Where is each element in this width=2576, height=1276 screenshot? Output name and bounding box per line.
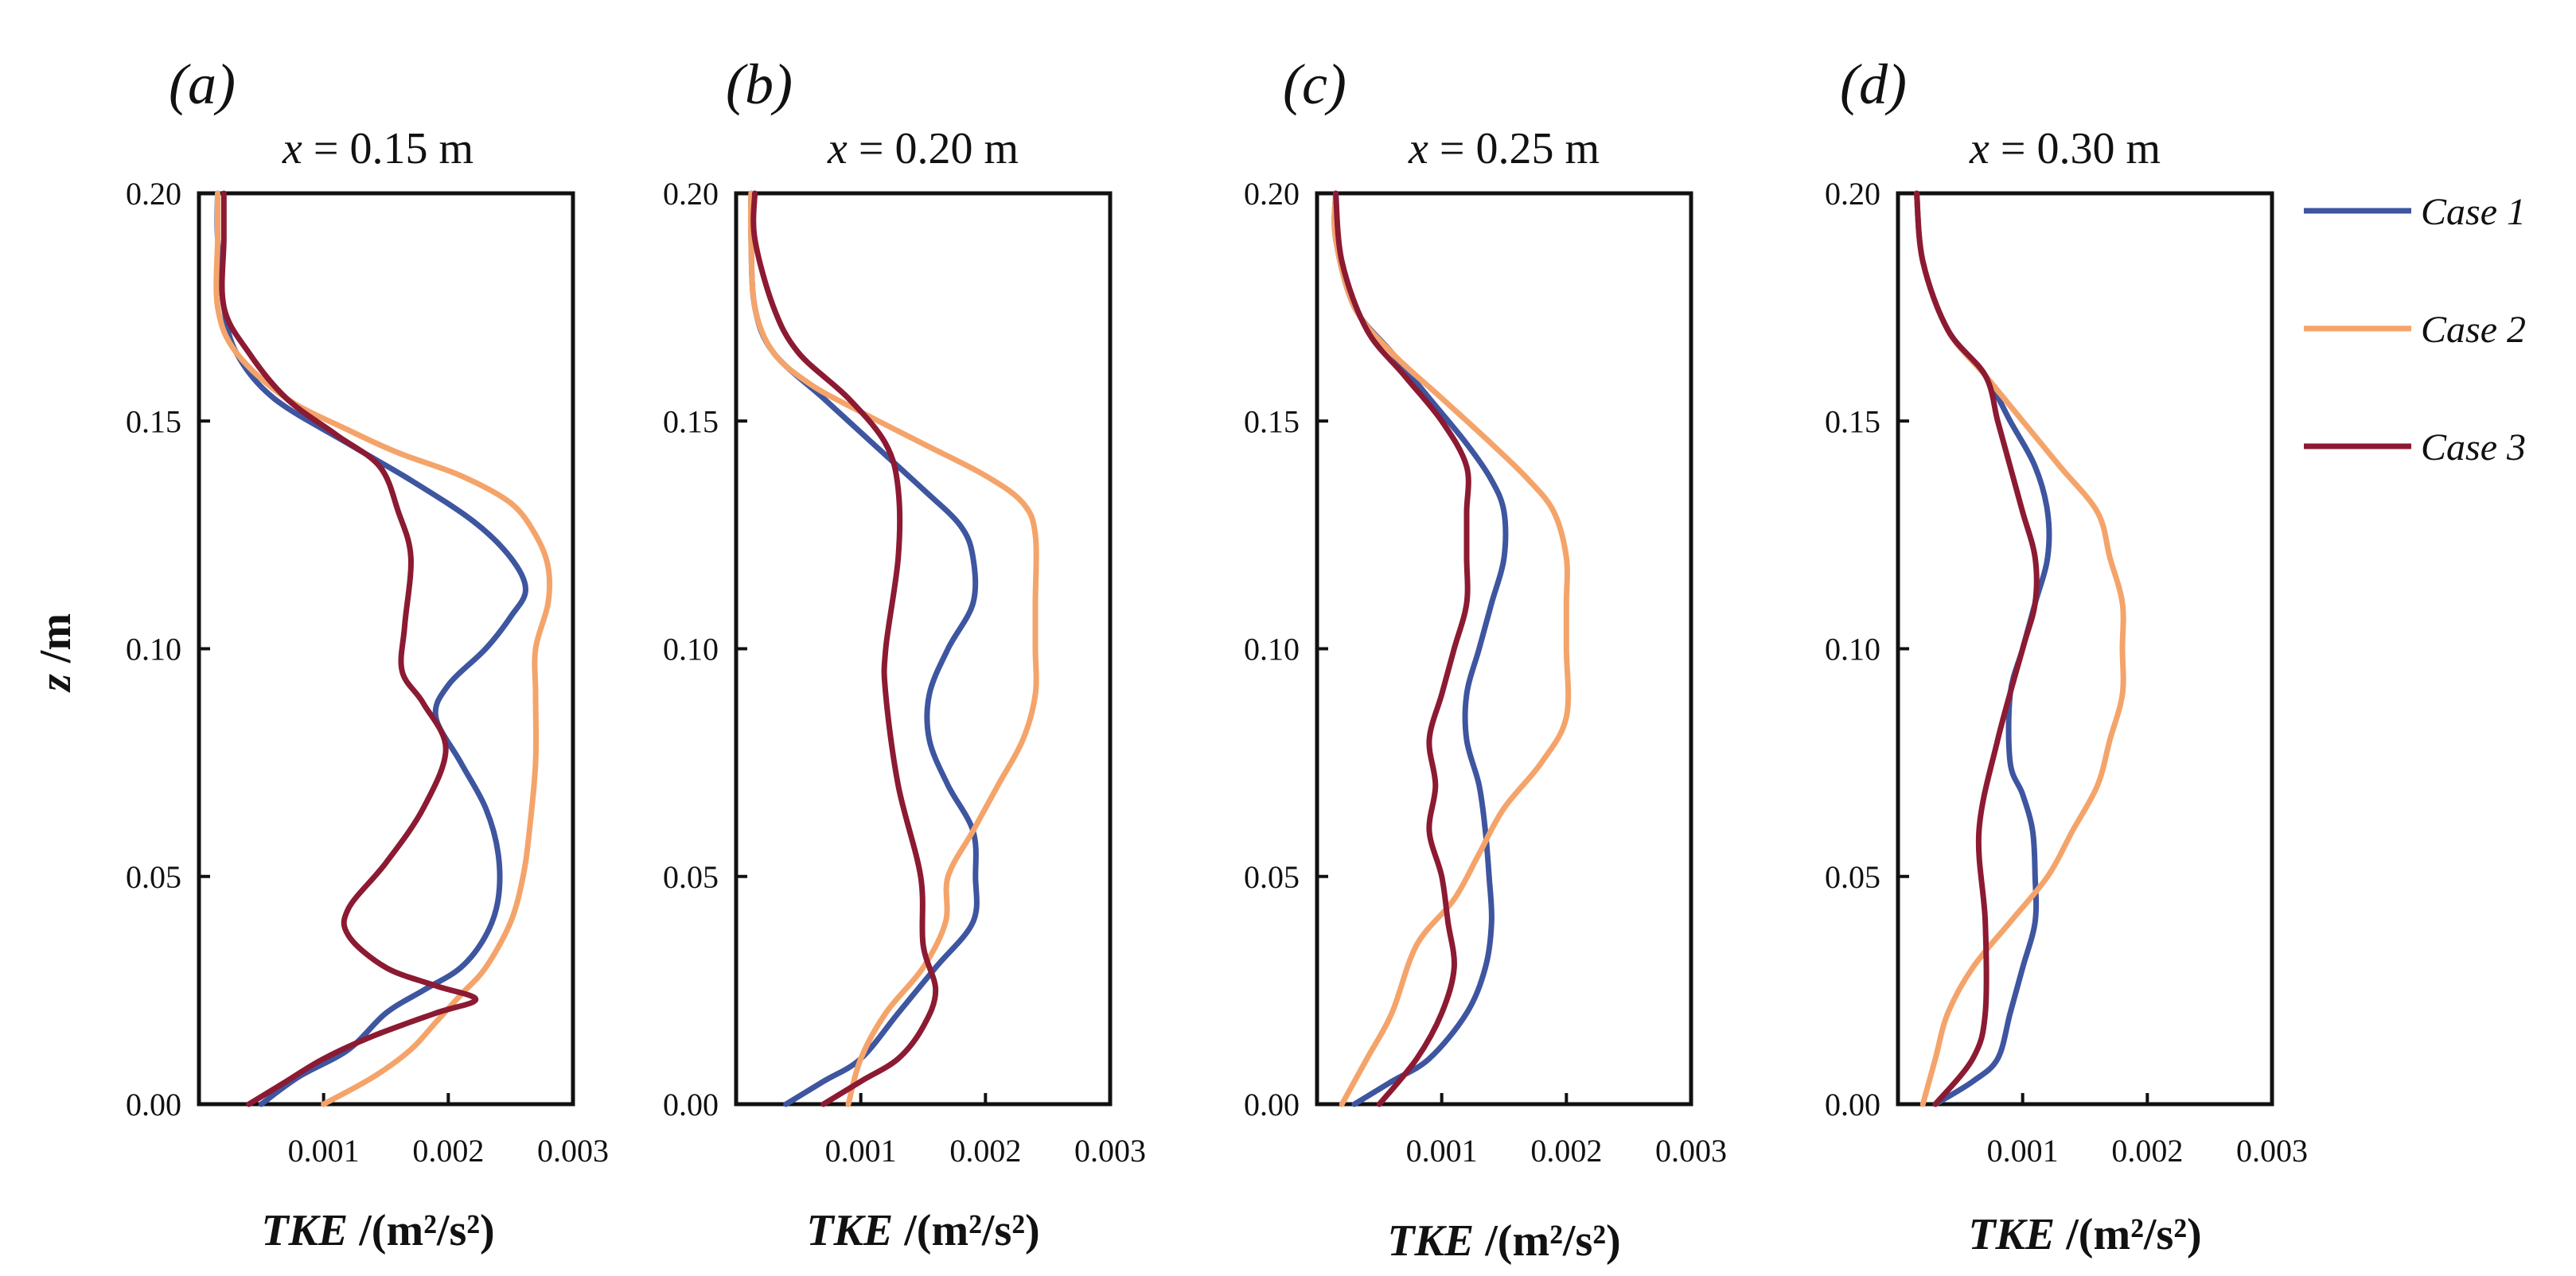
legend-label-case-1: Case 1 (2421, 191, 2526, 233)
panel-a-ytick-label-1: 0.05 (126, 859, 181, 895)
legend-label-case-3: Case 3 (2421, 426, 2526, 469)
panel-c-ytick-label-2: 0.10 (1244, 632, 1300, 667)
panel-b-letter: (b) (726, 53, 793, 116)
panel-c-x-axis-label: TKE /(m²/s²) (1387, 1216, 1620, 1266)
panel-d-xtick-label-2: 0.003 (2236, 1133, 2308, 1169)
panel-d-letter: (d) (1840, 53, 1907, 116)
panel-a-x-axis-label: TKE /(m²/s²) (261, 1206, 494, 1255)
panel-c-ytick-label-4: 0.20 (1244, 176, 1300, 212)
legend-label-case-2: Case 2 (2421, 309, 2526, 351)
panel-c-letter: (c) (1283, 53, 1346, 116)
panel-b-x-axis-label-var: TKE (806, 1206, 893, 1255)
panel-c-line-case-1 (1331, 190, 1509, 1107)
panel-a-ytick-label-4: 0.20 (126, 176, 181, 212)
panel-b-series (747, 190, 1039, 1107)
panel-d-series (1914, 190, 2126, 1107)
panel-a-title-value: = 0.15 m (302, 124, 474, 173)
panel-d-x-axis-label-var: TKE (1968, 1210, 2055, 1259)
panel-c-xticks: 0.001 0.002 0.003 (1406, 1093, 1727, 1169)
panel-c-yticks: 0.00 0.05 0.10 0.15 0.20 (1244, 176, 1328, 1122)
panel-a-line-case-3 (219, 190, 479, 1107)
panel-b-x-axis-label: TKE /(m²/s²) (806, 1206, 1039, 1255)
panel-c-ytick-label-1: 0.05 (1244, 859, 1300, 895)
panel-b-title-var: x (827, 124, 848, 173)
panel-b-ytick-label-3: 0.15 (663, 403, 719, 439)
panel-c: (c) x = 0.25 m 0.00 0.05 0.10 0.15 0.20 0.00… (1244, 53, 1727, 1266)
panel-d-x-axis-label-unit: /(m²/s²) (2055, 1210, 2201, 1259)
panel-a-x-axis-label-var: TKE (261, 1206, 348, 1255)
panel-d-ytick-label-2: 0.10 (1825, 632, 1880, 667)
panel-d-line-case-1 (1914, 190, 2052, 1107)
y-axis-label-unit: /m (31, 613, 80, 674)
y-axis-label-var: z (31, 674, 80, 693)
panel-a-xtick-label-1: 0.002 (412, 1133, 484, 1169)
panel-d-line-case-3 (1914, 190, 2040, 1107)
panel-d-ytick-label-0: 0.00 (1825, 1087, 1880, 1122)
panel-c-line-case-3 (1333, 190, 1471, 1107)
panel-a-ytick-label-3: 0.15 (126, 403, 181, 439)
panel-b-ytick-label-1: 0.05 (663, 859, 719, 895)
panel-c-ytick-label-0: 0.00 (1244, 1087, 1300, 1122)
legend: Case 1 Case 2 Case 3 (2304, 191, 2526, 469)
panel-c-xtick-label-1: 0.002 (1530, 1133, 1602, 1169)
panel-c-xtick-label-0: 0.001 (1406, 1133, 1478, 1169)
panel-b-line-case-2 (747, 190, 1039, 1107)
panel-b-xtick-label-0: 0.001 (825, 1133, 897, 1169)
panel-a-xtick-label-2: 0.003 (537, 1133, 609, 1169)
panel-c-x-axis-label-var: TKE (1387, 1216, 1474, 1266)
panel-d-ytick-label-1: 0.05 (1825, 859, 1880, 895)
panel-a-xtick-label-0: 0.001 (288, 1133, 360, 1169)
panel-a-line-case-1 (214, 190, 528, 1107)
panel-b: (b) x = 0.20 m 0.00 0.05 0.10 0.15 0.20 0.00… (663, 53, 1146, 1255)
panel-d-ytick-label-4: 0.20 (1825, 176, 1880, 212)
panel-a: (a) x = 0.15 m 0.00 0.05 0.10 0.15 0.20 0.00… (126, 53, 609, 1255)
panel-a-ytick-label-0: 0.00 (126, 1087, 181, 1122)
panel-c-title-value: = 0.25 m (1428, 124, 1600, 173)
panel-a-xticks: 0.001 0.002 0.003 (288, 1093, 609, 1169)
panel-d-title-value: = 0.30 m (1989, 124, 2161, 173)
panel-d-ytick-label-3: 0.15 (1825, 403, 1880, 439)
panel-a-title: x = 0.15 m (282, 124, 474, 173)
panel-b-xtick-label-1: 0.002 (949, 1133, 1021, 1169)
panel-b-yticks: 0.00 0.05 0.10 0.15 0.20 (663, 176, 747, 1122)
panel-c-line-case-2 (1331, 190, 1572, 1107)
panel-c-xtick-label-2: 0.003 (1655, 1133, 1727, 1169)
panel-d-xtick-label-0: 0.001 (1987, 1133, 2059, 1169)
panel-d-title-var: x (1969, 124, 1989, 173)
panel-d-yticks: 0.00 0.05 0.10 0.15 0.20 (1825, 176, 1909, 1122)
panel-d-xtick-label-1: 0.002 (2111, 1133, 2183, 1169)
panel-d: (d) x = 0.30 m 0.00 0.05 0.10 0.15 0.20 0.00… (1825, 53, 2308, 1259)
panel-b-title: x = 0.20 m (827, 124, 1019, 173)
y-axis-label: z /m (31, 613, 80, 693)
panel-b-ytick-label-2: 0.10 (663, 632, 719, 667)
panel-a-x-axis-label-unit: /(m²/s²) (348, 1206, 494, 1255)
panel-a-yticks: 0.00 0.05 0.10 0.15 0.20 (126, 176, 210, 1122)
panel-b-title-value: = 0.20 m (848, 124, 1019, 173)
panel-b-x-axis-label-unit: /(m²/s²) (893, 1206, 1039, 1255)
panel-b-ytick-label-4: 0.20 (663, 176, 719, 212)
panel-c-x-axis-label-unit: /(m²/s²) (1474, 1216, 1620, 1266)
panel-a-series (213, 190, 553, 1107)
panel-b-xtick-label-2: 0.003 (1074, 1133, 1146, 1169)
panel-d-xticks: 0.001 0.002 0.003 (1987, 1093, 2308, 1169)
panel-b-ytick-label-0: 0.00 (663, 1087, 719, 1122)
panel-c-series (1331, 190, 1572, 1107)
panel-d-title: x = 0.30 m (1969, 124, 2161, 173)
panel-a-letter: (a) (169, 53, 236, 116)
panel-c-ytick-label-3: 0.15 (1244, 403, 1300, 439)
panel-d-x-axis-label: TKE /(m²/s²) (1968, 1210, 2201, 1259)
panel-b-line-case-3 (750, 190, 939, 1107)
panel-c-title-var: x (1408, 124, 1428, 173)
panel-a-title-var: x (282, 124, 302, 173)
panel-c-title: x = 0.25 m (1408, 124, 1600, 173)
panel-d-frame (1896, 191, 2274, 1107)
panel-a-ytick-label-2: 0.10 (126, 632, 181, 667)
panel-b-xticks: 0.001 0.002 0.003 (825, 1093, 1146, 1169)
